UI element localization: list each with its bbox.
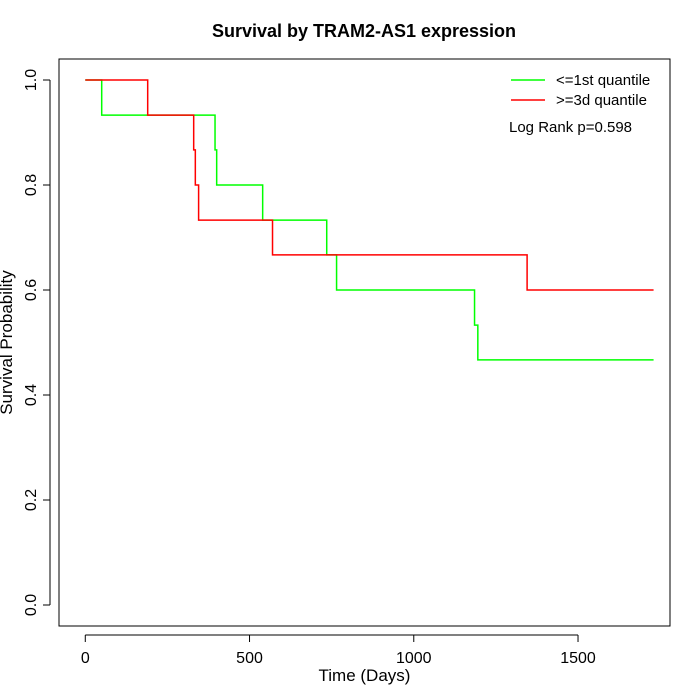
y-axis: 0.0 0.2 0.4 0.6 0.8 1.0 [23, 69, 51, 616]
y-axis-label: Survival Probability [0, 270, 16, 415]
y-tick-label: 1.0 [23, 69, 40, 91]
log-rank-annotation: Log Rank p=0.598 [509, 119, 632, 136]
y-tick-label: 0.2 [23, 489, 40, 511]
x-tick-label: 1500 [560, 650, 596, 667]
x-tick-label: 1000 [396, 650, 432, 667]
y-tick-label: 0.0 [23, 594, 40, 616]
x-axis-label: Time (Days) [319, 666, 411, 685]
series-layer [85, 79, 654, 361]
survival-curve-2 [85, 79, 654, 291]
y-tick-label: 0.4 [23, 384, 40, 406]
y-tick-label: 0.8 [23, 174, 40, 196]
legend: <=1st quantile >=3d quantile [511, 72, 650, 109]
survival-curve-1 [85, 79, 654, 361]
legend-label-2: >=3d quantile [556, 92, 647, 109]
x-tick-label: 500 [236, 650, 263, 667]
legend-label-1: <=1st quantile [556, 72, 650, 89]
plot-frame [58, 58, 671, 627]
x-tick-label: 0 [81, 650, 90, 667]
chart-title: Survival by TRAM2-AS1 expression [212, 21, 516, 41]
x-axis: 0 500 1000 1500 [81, 634, 596, 667]
y-tick-label: 0.6 [23, 279, 40, 301]
